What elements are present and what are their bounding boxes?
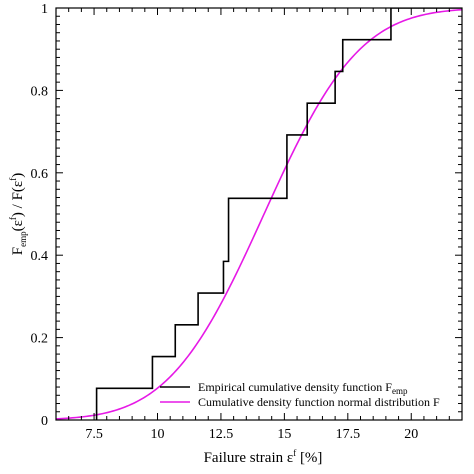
y-axis-title-p2-sup: f [8, 217, 18, 220]
y-axis-title-p4: ) [10, 173, 26, 178]
y-axis-title-p1: F [10, 247, 26, 255]
legend: Empirical cumulative density function Fe… [160, 380, 440, 409]
empirical-cdf-line [95, 8, 462, 420]
x-axis-title-suffix: [%] [296, 450, 322, 466]
x-axis-title-sup: f [293, 448, 296, 458]
y-tick-label: 0.4 [31, 249, 49, 264]
x-tick-label: 7.5 [85, 427, 103, 442]
legend-label-empirical-sub: emp [392, 386, 408, 396]
plot-frame [55, 7, 463, 421]
legend-label-empirical-main: Empirical cumulative density function F [198, 380, 392, 394]
y-axis-title-p3-sup: f [8, 178, 18, 181]
y-tick-label: 1 [41, 2, 48, 17]
y-tick-label: 0 [41, 414, 48, 429]
legend-label-normal: Cumulative density function normal distr… [198, 395, 440, 409]
x-axis-title: Failure strain εf [%] [204, 448, 323, 466]
normal-cdf-line [56, 8, 462, 420]
axes-layer: 7.5 10 12.5 15 17.5 20 0 0.2 0.4 0.6 0.8 1 [31, 2, 463, 442]
x-tick-label: 10 [151, 427, 165, 442]
x-tick-label: 15 [277, 427, 291, 442]
y-axis-title-p1-sub: emp [18, 231, 28, 247]
y-tick-label: 0.6 [31, 167, 49, 182]
y-axis-title: Femp(εf) / F(εf) [8, 173, 28, 255]
x-tick-label: 17.5 [336, 427, 361, 442]
legend-label-empirical: Empirical cumulative density function Fe… [198, 380, 408, 396]
y-axis-title-p2: (ε [10, 220, 26, 231]
y-tick-label: 0.2 [31, 332, 49, 347]
y-axis-title-p3: ) / F(ε [10, 181, 26, 217]
x-tick-label: 12.5 [209, 427, 234, 442]
y-tick-label: 0.8 [31, 84, 49, 99]
x-axis-title-prefix: Failure strain ε [204, 450, 294, 466]
plot-layer [56, 8, 462, 420]
x-tick-label: 20 [404, 427, 418, 442]
